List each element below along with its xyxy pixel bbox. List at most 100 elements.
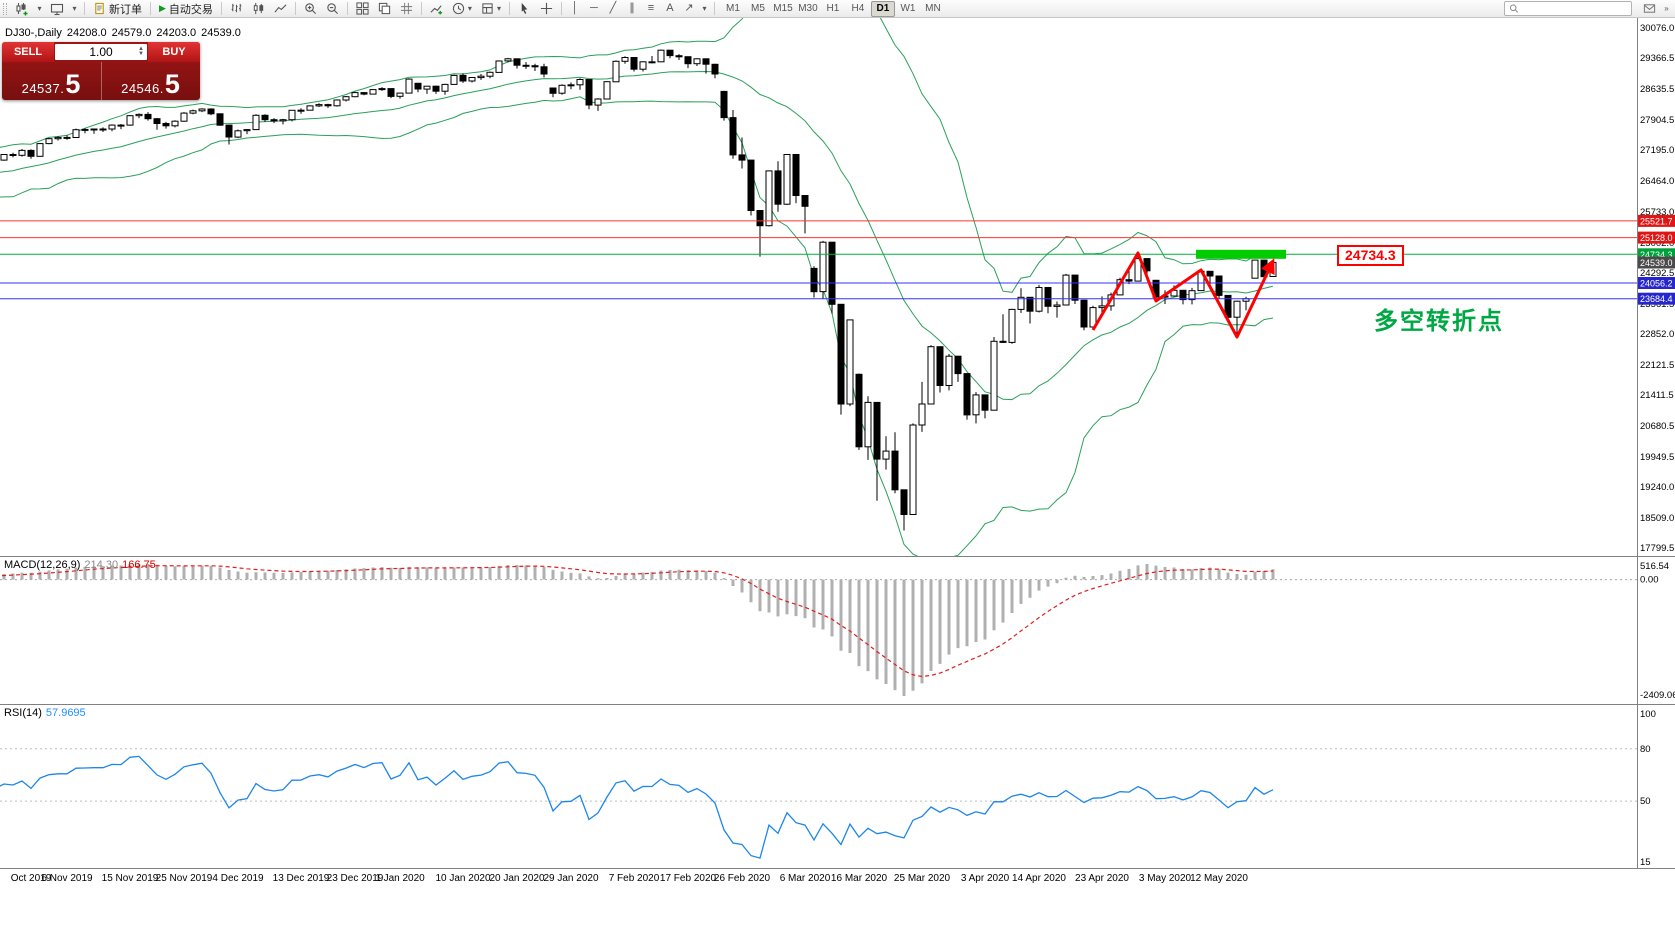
search-input[interactable] [1521, 3, 1627, 14]
new-order-button[interactable]: 新订单 [89, 1, 146, 17]
svg-text:26464.0: 26464.0 [1640, 176, 1674, 187]
chevron-down-icon: ▾ [72, 4, 77, 13]
chart-canvas[interactable]: 30076.0 29366.5 28635.5 27904.5 27195.0 26464… [0, 18, 1675, 944]
crosshair-tool-button[interactable] [536, 1, 557, 17]
volume-control[interactable]: 1.00 ▲ ▼ [55, 44, 147, 60]
timeframe-h1[interactable]: H1 [821, 1, 845, 17]
toolbar-grip[interactable] [3, 2, 7, 15]
volume-value[interactable]: 1.00 [89, 45, 113, 59]
chevron-down-icon: ▾ [467, 4, 472, 13]
bar-chart-mode-button[interactable] [226, 1, 247, 17]
new-chart-dropdown[interactable]: ▾ [34, 1, 45, 17]
svg-text:-2409.06: -2409.06 [1640, 690, 1675, 701]
sell-label[interactable]: SELL [2, 42, 54, 62]
toolbar-overflow-button[interactable]: » [1661, 1, 1672, 17]
svg-text:3 May 2020: 3 May 2020 [1139, 873, 1192, 884]
macd-main-value: 214.30 [84, 559, 119, 571]
timeframe-h4[interactable]: H4 [846, 1, 870, 17]
svg-text:26 Feb 2020: 26 Feb 2020 [714, 873, 771, 884]
chevron-down-icon: ▾ [496, 4, 501, 13]
svg-text:6 Mar 2020: 6 Mar 2020 [780, 873, 831, 884]
candlestick-mode-button[interactable] [248, 1, 269, 17]
toolbar-separator [294, 2, 296, 15]
svg-text:4 Dec 2019: 4 Dec 2019 [212, 873, 264, 884]
timeframe-m1[interactable]: M1 [721, 1, 745, 17]
grid-icon [400, 2, 412, 15]
buy-label[interactable]: BUY [148, 42, 200, 62]
price-level-callout[interactable]: 24734.3 [1337, 245, 1404, 266]
fibonacci-tool[interactable]: ≡ [642, 1, 660, 17]
arrow-tool[interactable]: ↗ [680, 1, 698, 17]
toolbar-separator [420, 2, 422, 15]
sell-price-big-digit: 5 [65, 69, 81, 99]
zoom-out-button[interactable] [322, 1, 343, 17]
line-chart-mode-button[interactable] [270, 1, 291, 17]
chevron-down-icon: ▾ [702, 4, 707, 13]
timeframe-d1[interactable]: D1 [870, 0, 895, 17]
search-icon [1509, 4, 1519, 13]
svg-text:24539.0: 24539.0 [1640, 258, 1673, 268]
zigzag-annotation [1091, 251, 1275, 339]
buy-button[interactable]: 24546. 5 [102, 62, 201, 100]
symbol-period-label: DJ30-,Daily [5, 27, 62, 39]
horizontal-line-tool[interactable]: ─ [585, 1, 603, 17]
tile-windows-icon [356, 2, 369, 15]
sell-button[interactable]: 24537. 5 [2, 62, 102, 100]
svg-text:22852.0: 22852.0 [1640, 329, 1674, 340]
timeframe-group: M1 M5 M15 M30 H1 H4 D1 W1 MN [721, 0, 945, 17]
vertical-line-tool[interactable]: │ [566, 1, 584, 17]
bollinger-bands [0, 18, 1274, 556]
low-value: 24203.0 [156, 27, 197, 39]
new-chart-button[interactable] [11, 1, 33, 17]
buy-price-big-digit: 5 [164, 69, 181, 99]
periods-button[interactable]: ▾ [448, 1, 476, 17]
svg-text:16 Mar 2020: 16 Mar 2020 [831, 873, 888, 884]
price-axis: 30076.0 29366.5 28635.5 27904.5 27195.0 26464… [1638, 23, 1675, 554]
indicators-button[interactable] [426, 1, 447, 17]
symbol-search[interactable] [1504, 1, 1632, 16]
profiles-icon [50, 3, 64, 15]
templates-button[interactable]: ▾ [477, 1, 505, 17]
cascade-windows-button[interactable] [374, 1, 395, 17]
svg-text:22121.5: 22121.5 [1640, 360, 1674, 371]
tile-windows-button[interactable] [352, 1, 373, 17]
line-chart-icon [274, 4, 287, 13]
spin-down-icon[interactable]: ▼ [138, 51, 144, 57]
bar-chart-icon [231, 3, 242, 13]
messages-button[interactable] [1639, 1, 1660, 17]
profiles-dropdown[interactable]: ▾ [69, 1, 80, 17]
toolbar-separator [220, 2, 222, 15]
channel-tool[interactable]: ∥ [623, 1, 641, 17]
grid-toggle-button[interactable] [396, 1, 417, 17]
svg-text:19949.5: 19949.5 [1640, 452, 1674, 463]
rsi-axis: 100 80 50 15 [1640, 709, 1656, 868]
timeframe-m15[interactable]: M15 [771, 1, 795, 17]
svg-text:25128.0: 25128.0 [1640, 233, 1673, 243]
timeframe-w1[interactable]: W1 [896, 1, 920, 17]
rsi-value: 57.9695 [45, 707, 86, 719]
autotrading-button[interactable]: ▶ 自动交易 [155, 1, 217, 17]
zoom-out-icon [327, 3, 338, 15]
shapes-dropdown[interactable]: ▾ [699, 1, 710, 17]
spin-up-icon[interactable]: ▲ [138, 46, 144, 52]
svg-text:Oct 2019: Oct 2019 [11, 873, 52, 884]
svg-text:25733.0: 25733.0 [1640, 207, 1674, 218]
profiles-button[interactable] [46, 1, 68, 17]
svg-text:15 Nov 2019: 15 Nov 2019 [102, 873, 159, 884]
svg-text:25 Mar 2020: 25 Mar 2020 [894, 873, 951, 884]
timeframe-mn[interactable]: MN [921, 1, 945, 17]
trendline-tool[interactable]: ╱ [604, 1, 622, 17]
toolbar-separator [560, 2, 562, 15]
volume-spinner[interactable]: ▲ ▼ [138, 46, 144, 57]
candles-layer [0, 49, 1277, 531]
bollinger-middle-band [0, 70, 1274, 401]
svg-text:100: 100 [1640, 709, 1656, 720]
cursor-tool-button[interactable] [514, 1, 535, 17]
zoom-in-button[interactable] [300, 1, 321, 17]
toolbar-separator [346, 2, 348, 15]
macd-name: MACD(12,26,9) [4, 559, 81, 571]
text-tool[interactable]: A [661, 1, 679, 17]
timeframe-m5[interactable]: M5 [746, 1, 770, 17]
timeframe-m30[interactable]: M30 [796, 1, 820, 17]
